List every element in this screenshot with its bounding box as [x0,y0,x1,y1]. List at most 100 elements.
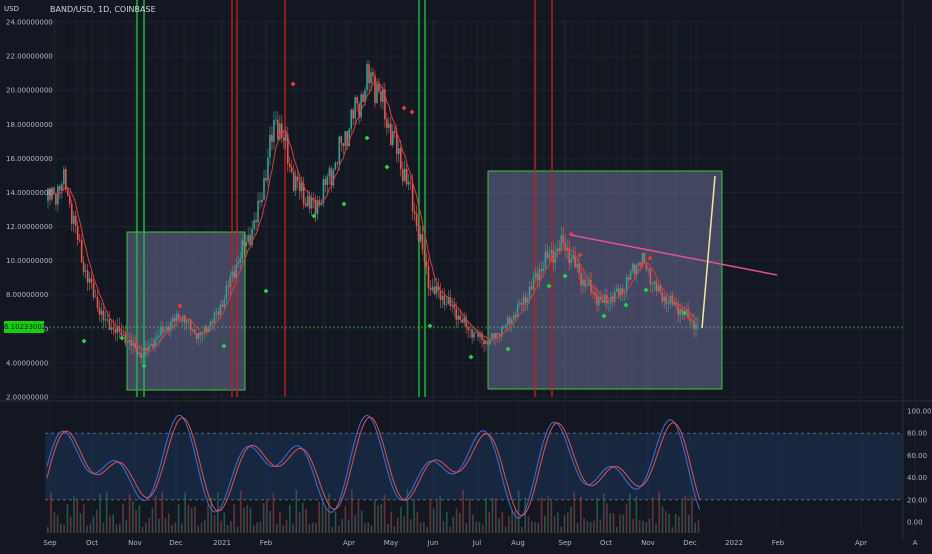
candle-body [251,228,253,245]
candle-body [520,302,523,305]
y-tick-label: 10.00000000 [6,257,53,265]
background-band [373,20,378,397]
volume-bar [671,526,674,533]
candle-body [425,261,428,266]
candle-body [613,291,616,302]
candle-body [288,164,291,168]
candle-body [148,345,150,351]
volume-bar [315,523,317,533]
candle-body [655,281,658,291]
volume-bar [161,491,164,533]
candle-body [94,296,97,298]
volume-bar [374,499,376,533]
volume-bar [109,515,111,533]
candle-body [156,336,158,339]
candle-body [582,279,584,286]
candle-body [185,320,188,323]
annotation-boxes [126,170,723,391]
volume-bar [648,518,651,533]
candle-body [572,255,574,259]
buy-marker [681,310,687,316]
volume-bar [226,525,229,533]
candle-body [508,317,511,324]
candle-body [247,234,249,243]
candle-body [68,195,71,204]
candle-body [477,332,479,337]
volume-bar [651,497,654,533]
candle-body [433,286,436,294]
volume-bar [298,511,301,533]
volume-bar [190,507,193,533]
candle-body [158,335,160,337]
sell-marker [577,252,583,258]
candle-body [279,123,281,140]
volume-bar [233,504,235,533]
volume-bar [429,498,432,533]
volume-bar [661,506,664,533]
candle-body [304,203,307,206]
background-band [293,20,298,397]
volume-bar [324,507,327,533]
candle-body [687,308,689,319]
background-band [183,20,188,397]
candle-body [604,295,606,303]
background-band [380,20,385,397]
candle-body [439,290,442,300]
volume-bar [481,524,484,533]
volume-bar [112,514,114,533]
candle-body [334,162,337,170]
volume-bar [347,519,350,533]
candle-body [152,344,154,348]
volume-bar [243,507,245,533]
candle-body [524,296,527,304]
candle-body [495,332,497,338]
candle-body [386,119,388,128]
volume-bar [396,517,399,533]
candle-body [562,235,565,243]
volume-bar [200,522,203,533]
candle-body [608,303,610,305]
background-band [570,20,575,397]
background-band [59,20,64,397]
candle-body [443,295,446,305]
candle-body [76,225,79,240]
volume-bar [377,505,379,533]
candle-body [574,255,576,268]
candle-body [90,278,93,283]
volume-bar [197,525,200,533]
volume-bar [246,505,249,533]
candle-body [201,332,204,335]
candle-body [483,339,485,345]
candle-body [49,188,51,200]
volume-bar [445,511,448,533]
candle-body [338,136,341,164]
stoch-d-line [46,416,701,517]
candle-body [532,276,535,289]
background-band [300,20,305,397]
candle-body [372,72,374,76]
candle-body [669,295,672,303]
candle-body [100,310,103,315]
candle-body [429,288,432,291]
volume-bar [580,496,582,533]
background-band [139,20,144,397]
candle-body [403,168,406,181]
background-band [665,20,670,397]
x-tick-label: 2021 [213,539,231,547]
candle-body [217,311,220,315]
candle-body [489,338,491,345]
candle-body [538,269,541,281]
candle-body [203,326,206,333]
candle-body [312,197,315,200]
candle-body [61,184,63,191]
volume-bar [86,525,88,533]
background-band [110,20,115,397]
candle-body [142,355,144,358]
volume-bar [455,508,458,533]
candle-body [98,307,101,315]
volume-bar [678,516,680,533]
volume-bar [73,496,75,533]
moving-average-line [57,81,699,353]
